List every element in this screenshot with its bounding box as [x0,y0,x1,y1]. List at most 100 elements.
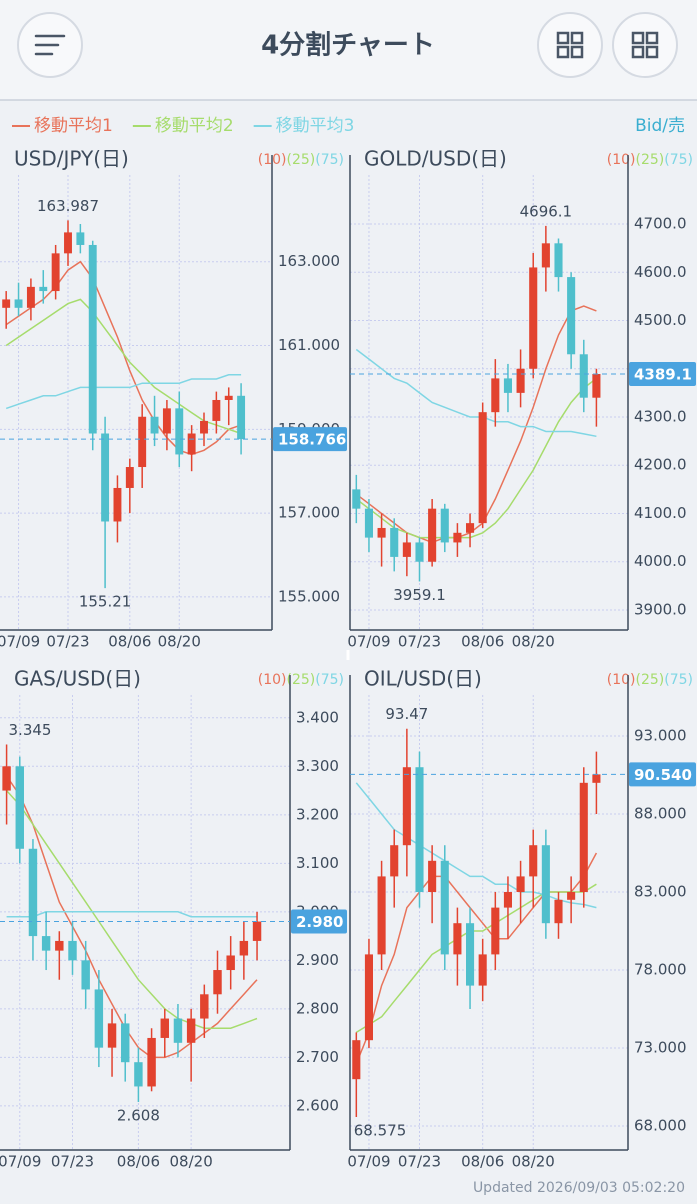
candle-body [76,232,85,245]
candle-body [529,267,538,369]
high-label: 163.987 [37,197,99,215]
candle-body [160,1018,169,1038]
x-tick-label: 08/06 [108,633,151,651]
y-tick-label: 93.000 [634,727,687,745]
y-tick-label: 2.900 [296,951,339,969]
chart-panel: GOLD/USD(日) (75)(25)(10) 4700.0 4600.0 4500.… [347,140,697,651]
low-label: 2.608 [117,1106,160,1124]
candle-body [440,508,449,543]
candle-body [186,1018,196,1043]
period-label: (10) [607,152,636,168]
y-tick-label: 78.000 [634,960,687,978]
y-tick-label: 3.400 [296,708,339,726]
legend-label: 移動平均3 [276,116,355,136]
candle-body [39,286,48,292]
current-price-box [273,427,347,452]
chart-title: USD/JPY(日) [14,147,129,171]
y-tick-label: 4600.0 [634,263,687,281]
chart-panel: GAS/USD(日) (75)(25)(10) 3.400 3.300 3.200 3.1… [0,660,348,1175]
chart-panel: USD/JPY(日)(75)(25)(10)163.000161.000159.… [0,140,348,651]
panel-bg [0,140,348,650]
current-price-box [629,362,696,387]
candle-body [138,416,147,468]
period-label: (75) [664,152,693,168]
candle-body [592,374,601,398]
candle-body [402,542,411,557]
menu-button[interactable] [17,12,83,78]
x-tick-label: 07/09 [0,1153,41,1171]
y-tick-label: 4000.0 [634,552,687,570]
candle-body [453,532,462,543]
y-tick-label: 68.000 [634,1116,687,1134]
period-label: (75) [315,152,344,168]
candle-body [68,940,77,961]
y-tick-label: 157.000 [278,504,340,522]
candle-body [226,955,235,971]
x-tick-label: 07/09 [347,633,390,651]
period-label: (25) [287,672,316,688]
candle-body [14,299,23,308]
current-price-label: 90.540 [634,766,692,784]
current-price-label: 2.980 [296,913,343,931]
period-label: (25) [636,152,665,168]
candle-body [26,286,35,308]
current-price-label: 158.766 [278,431,346,449]
x-tick-label: 07/09 [0,633,40,651]
period-label: (25) [636,672,665,688]
current-price-box [291,909,347,934]
ma-line [6,790,258,1029]
layout-button-2[interactable] [612,12,678,78]
x-tick-label: 08/06 [117,1153,160,1171]
candle-body [503,892,512,908]
candle-body [453,923,462,955]
period-label: (75) [315,672,344,688]
page-title: 4分割チャート [261,30,435,61]
candle-body [41,936,51,951]
candle-body [2,766,11,791]
y-tick-label: 3.200 [296,805,339,823]
y-tick-label: 4700.0 [634,215,687,233]
candle-body [252,921,262,941]
candle-body [2,299,11,308]
y-tick-label: 3.300 [296,757,339,775]
candle-body [541,845,550,924]
candle-body [554,899,563,924]
high-label: 3.345 [9,721,52,739]
x-tick-label: 08/20 [158,633,201,651]
ma-line [5,374,242,410]
candle-body [212,399,221,421]
candle-body [364,954,373,1041]
candle-body [529,845,538,877]
y-tick-label: 4500.0 [634,311,687,329]
y-tick-label: 2.700 [296,1048,339,1066]
candle-body [377,527,386,538]
low-label: 3959.1 [393,586,446,604]
layout-button[interactable] [537,12,603,78]
period-label: (10) [258,672,287,688]
candle-body [55,940,64,951]
candle-body [147,1037,156,1087]
chart-title: OIL/USD(日) [364,667,482,691]
y-tick-label: 155.000 [278,587,340,605]
candle-body [415,542,424,562]
x-tick-label: 08/20 [512,1153,555,1171]
candle-body [64,232,72,254]
candle-body [390,527,399,557]
ma-line [6,911,257,918]
candle-body [377,876,386,955]
low-label: 68.575 [354,1122,407,1140]
y-tick-label: 2.600 [296,1096,339,1114]
ma-line [355,305,597,544]
candle-body [503,378,512,393]
x-tick-label: 08/06 [461,633,504,651]
y-tick-label: 4200.0 [634,456,687,474]
candle-body [200,420,208,434]
candle-body [200,994,209,1019]
candle-body [364,508,373,538]
x-tick-label: 07/23 [398,633,441,651]
candle-body [428,860,437,893]
low-label: 155.21 [79,593,132,611]
y-tick-label: 83.000 [634,883,687,901]
candle-body [352,489,361,509]
